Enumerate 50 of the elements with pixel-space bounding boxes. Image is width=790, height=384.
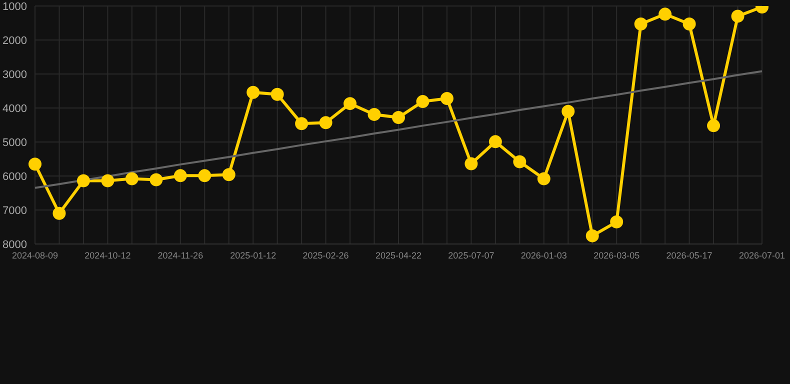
y-tick-label: 2000 bbox=[2, 34, 27, 47]
point bbox=[634, 18, 648, 31]
y-tick-label: 8000 bbox=[2, 238, 27, 251]
x-tick-label: 2025-01-12 bbox=[230, 250, 276, 260]
y-tick-label: 4000 bbox=[2, 102, 27, 115]
point bbox=[246, 86, 260, 99]
line-series bbox=[34, 70, 763, 189]
point bbox=[76, 174, 90, 188]
x-tick-label: 2026-01-03 bbox=[520, 250, 567, 260]
point bbox=[52, 206, 66, 220]
x-tick-label: 2024-11-26 bbox=[158, 250, 204, 260]
point bbox=[416, 95, 430, 108]
point bbox=[198, 169, 212, 182]
point bbox=[174, 169, 187, 182]
point bbox=[270, 88, 284, 101]
point bbox=[125, 172, 138, 186]
y-tick-label: 5000 bbox=[2, 136, 27, 149]
point bbox=[101, 174, 114, 188]
y-tick-label: 1000 bbox=[2, 0, 27, 13]
point bbox=[392, 111, 405, 124]
x-tick-label: 2026-03-05 bbox=[594, 250, 640, 260]
y-tick-label: 3000 bbox=[2, 68, 27, 81]
point bbox=[562, 104, 575, 118]
point bbox=[682, 18, 696, 31]
point bbox=[28, 158, 42, 171]
point bbox=[513, 155, 526, 168]
point bbox=[610, 215, 624, 228]
x-tick-label: 2025-02-26 bbox=[302, 250, 349, 260]
point bbox=[537, 172, 550, 186]
point bbox=[319, 116, 332, 130]
point bbox=[368, 108, 381, 121]
point bbox=[150, 173, 163, 186]
y-tick-label: 6000 bbox=[2, 170, 27, 183]
x-tick-label: 2026-05-17 bbox=[666, 250, 712, 260]
point bbox=[440, 92, 454, 105]
x-tick-label: 2024-08-09 bbox=[12, 250, 58, 260]
point bbox=[222, 168, 236, 182]
x-tick-label: 2025-07-07 bbox=[448, 250, 494, 260]
x-tick-label: 2026-07-01 bbox=[738, 250, 786, 260]
x-tick-label: 2024-10-12 bbox=[84, 250, 131, 260]
point bbox=[488, 135, 502, 148]
point bbox=[707, 119, 720, 132]
point bbox=[344, 97, 357, 110]
y-tick-label: 7000 bbox=[2, 204, 27, 217]
x-tick-label: 2025-04-22 bbox=[375, 250, 422, 260]
point bbox=[731, 10, 744, 23]
point bbox=[586, 229, 599, 242]
point bbox=[464, 157, 478, 170]
point bbox=[295, 117, 308, 130]
point bbox=[658, 8, 672, 21]
